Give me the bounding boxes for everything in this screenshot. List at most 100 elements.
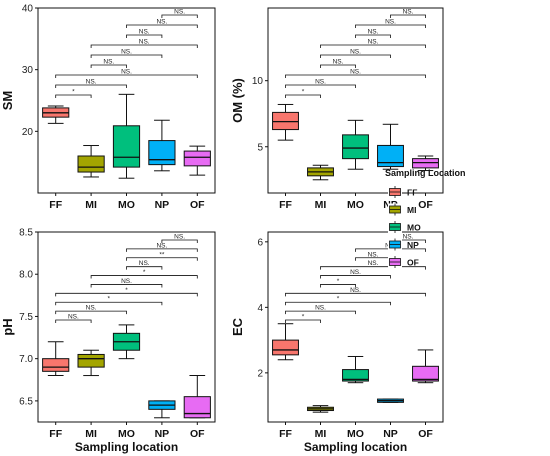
panel-sm: 20 30 40 SM FF MI MO NP OF * NS. NS. NS. NS. NS. NS. NS.… (0, 4, 216, 211)
significance-label: NS. (350, 49, 361, 56)
significance-label: * (125, 287, 128, 294)
significance-label: NS. (86, 305, 97, 312)
box-MI (307, 405, 334, 413)
significance-label: NS. (403, 9, 414, 16)
x-tick-label: OF (418, 428, 433, 440)
box-NP (377, 123, 404, 170)
y-tick-label: 2 (257, 368, 263, 379)
significance-label: * (108, 296, 111, 303)
bracket-line (55, 94, 92, 98)
significance-label: NS. (156, 242, 167, 249)
y-tick-label: 8.5 (19, 228, 33, 239)
legend-item-label: MO (407, 223, 421, 233)
significance-label: NS. (68, 314, 79, 321)
box-iqr (342, 369, 369, 382)
y-tick-label: 20 (22, 127, 34, 138)
significance-label: NS. (121, 69, 132, 76)
box-OF (412, 155, 439, 172)
box-iqr (77, 155, 105, 173)
comparison-bracket: NS. (320, 269, 391, 279)
bracket-line (126, 266, 163, 270)
bracket-line (90, 284, 163, 288)
significance-label: NS. (174, 234, 185, 241)
x-tick-label: FF (49, 428, 62, 440)
box-iqr (148, 140, 176, 166)
panel-ec: 2 4 6 EC FF MI MO NP OF Sampling location * NS. * NS.… (230, 231, 444, 454)
bracket-line (320, 284, 356, 288)
x-tick-label: MI (315, 428, 327, 440)
legend-item-MI: MI (388, 203, 416, 216)
comparison-bracket: NS. (161, 9, 198, 18)
comparison-bracket: NS. (320, 59, 356, 68)
bracket-line (90, 275, 198, 279)
box-MI (77, 349, 105, 377)
significance-label: NS. (403, 234, 414, 241)
box-iqr (183, 396, 211, 419)
box-iqr (377, 144, 404, 168)
bracket-line (126, 257, 198, 261)
comparison-bracket: NS. (390, 9, 426, 18)
significance-label: NS. (350, 287, 361, 294)
box-OF (183, 375, 211, 419)
x-tick-label: NP (155, 428, 170, 440)
comparison-bracket: NS. (55, 79, 127, 88)
box-NP (148, 119, 176, 172)
box-iqr (412, 365, 439, 382)
comparison-bracket: NS. (285, 305, 356, 315)
significance-label: NS. (315, 79, 326, 86)
box-iqr (42, 358, 70, 372)
box-MO (112, 93, 141, 179)
comparison-bracket: NS. (320, 49, 391, 58)
x-tick-label: FF (279, 199, 292, 211)
y-tick-label: 7.5 (19, 312, 33, 323)
x-axis-label: Sampling location (304, 440, 407, 454)
comparison-bracket: NS. (126, 242, 198, 252)
significance-label: * (302, 314, 305, 321)
legend-title: Sampling Location (385, 168, 466, 178)
x-tick-label: OF (418, 199, 433, 211)
significance-label: NS. (139, 39, 150, 46)
significance-label: NS. (156, 19, 167, 26)
x-tick-label: MI (315, 199, 327, 211)
legend-item-OF: OF (388, 256, 419, 268)
box-FF (272, 323, 299, 361)
bracket-line (320, 44, 426, 48)
bracket-line (161, 239, 198, 243)
x-tick-label: NP (383, 428, 398, 440)
comparison-bracket: ** (126, 251, 198, 261)
comparison-bracket: NS. (285, 69, 426, 78)
y-tick-label: 10 (252, 76, 264, 87)
bracket-line (320, 275, 391, 279)
bracket-line (55, 310, 127, 315)
comparison-bracket: NS. (126, 29, 163, 38)
bracket-line (285, 319, 321, 323)
legend-item-label: NP (407, 240, 419, 250)
legend: Sampling Location FF MI MO NP OF (385, 168, 466, 268)
y-tick-label: 5 (257, 142, 263, 153)
box-iqr (112, 125, 141, 168)
comparison-bracket: NS. (55, 69, 198, 78)
y-axis-label: OM (%) (230, 78, 245, 123)
significance-label: NS. (86, 79, 97, 86)
significance-label: NS. (139, 260, 150, 267)
box-OF (183, 145, 211, 176)
y-tick-label: 40 (22, 4, 34, 15)
bracket-line (285, 292, 426, 297)
comparison-bracket: NS. (320, 260, 426, 270)
comparison-bracket: NS. (90, 278, 163, 288)
bracket-line (90, 64, 127, 68)
comparison-bracket: NS. (285, 79, 356, 88)
x-tick-label: MO (347, 428, 364, 440)
bracket-line (320, 64, 356, 68)
legend-item-NP: NP (388, 238, 419, 251)
bracket-line (320, 54, 391, 58)
significance-label: NS. (315, 305, 326, 312)
comparison-bracket: NS. (355, 19, 426, 28)
y-tick-label: 30 (22, 65, 34, 76)
y-axis-label: SM (0, 91, 15, 111)
y-axis-label: EC (230, 317, 245, 336)
significance-label: NS. (368, 251, 379, 258)
bracket-line (355, 24, 426, 28)
box-MO (112, 324, 141, 360)
